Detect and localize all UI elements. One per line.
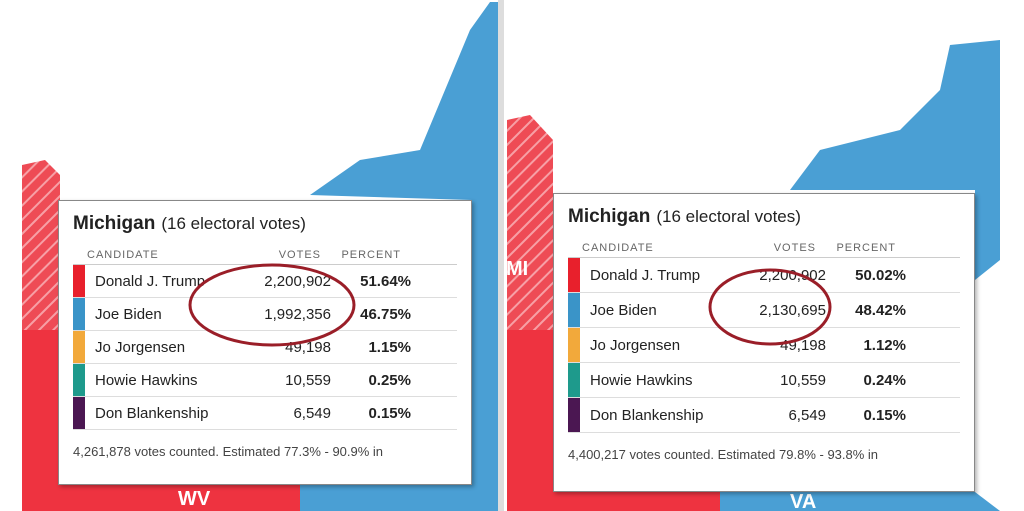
candidate-name: Howie Hawkins bbox=[590, 371, 693, 389]
votes-counted: 4,261,878 votes counted. Estimated 77.3%… bbox=[73, 444, 384, 459]
party-swatch bbox=[568, 328, 580, 362]
vote-count: 2,200,902 bbox=[264, 272, 331, 290]
state-title: Michigan bbox=[73, 213, 156, 234]
map-label: VA bbox=[790, 491, 816, 511]
candidate-row: Joe Biden 2,130,695 48.42% bbox=[568, 293, 960, 328]
candidate-row: Jo Jorgensen 49,198 1.12% bbox=[568, 328, 960, 363]
party-swatch bbox=[73, 397, 85, 429]
column-header: VOTES bbox=[278, 249, 321, 261]
party-swatch bbox=[568, 293, 580, 327]
candidate-row: Don Blankenship 6,549 0.15% bbox=[73, 397, 457, 430]
map-label: MI bbox=[506, 258, 528, 280]
candidate-name: Jo Jorgensen bbox=[590, 336, 681, 354]
column-header: PERCENT bbox=[341, 249, 401, 261]
party-swatch bbox=[73, 298, 85, 330]
candidate-name: Howie Hawkins bbox=[95, 371, 198, 389]
vote-percent: 0.24% bbox=[863, 371, 906, 389]
party-swatch bbox=[73, 364, 85, 396]
vote-count: 2,200,902 bbox=[759, 266, 826, 284]
vote-count: 49,198 bbox=[285, 338, 331, 356]
party-swatch bbox=[73, 331, 85, 363]
candidate-name: Don Blankenship bbox=[590, 406, 704, 424]
vote-count: 6,549 bbox=[788, 406, 826, 424]
results-box: Michigan (16 electoral votes) CANDIDATE VOT… bbox=[58, 200, 472, 485]
panel-header: Michigan (16 electoral votes) bbox=[568, 206, 960, 228]
vote-percent: 51.64% bbox=[360, 272, 411, 290]
candidate-row: Donald J. Trump 2,200,902 51.64% bbox=[73, 265, 457, 298]
candidate-name: Joe Biden bbox=[590, 301, 657, 319]
column-header: CANDIDATE bbox=[582, 242, 654, 254]
candidate-row: Donald J. Trump 2,200,902 50.02% bbox=[568, 258, 960, 293]
vote-count: 1,992,356 bbox=[264, 305, 331, 323]
column-header: CANDIDATE bbox=[87, 249, 159, 261]
party-swatch bbox=[73, 265, 85, 297]
candidate-row: Don Blankenship 6,549 0.15% bbox=[568, 398, 960, 433]
candidate-name: Donald J. Trump bbox=[95, 272, 206, 290]
panel-header: Michigan (16 electoral votes) bbox=[73, 213, 457, 235]
vote-percent: 0.15% bbox=[368, 404, 411, 422]
vote-percent: 1.15% bbox=[368, 338, 411, 356]
results-box: Michigan (16 electoral votes) CANDIDATE VOT… bbox=[553, 193, 975, 492]
divider bbox=[498, 0, 504, 511]
candidate-name: Jo Jorgensen bbox=[95, 338, 186, 356]
vote-percent: 0.25% bbox=[368, 371, 411, 389]
candidate-name: Donald J. Trump bbox=[590, 266, 701, 284]
vote-count: 10,559 bbox=[780, 371, 826, 389]
column-headers: CANDIDATE VOTES PERCENT bbox=[568, 242, 960, 258]
vote-percent: 46.75% bbox=[360, 305, 411, 323]
state-title: Michigan bbox=[568, 206, 651, 227]
vote-percent: 48.42% bbox=[855, 301, 906, 319]
state-red bbox=[553, 490, 720, 511]
state-blue bbox=[300, 2, 500, 511]
vote-count: 2,130,695 bbox=[759, 301, 826, 319]
state-red bbox=[22, 330, 60, 511]
vote-percent: 1.12% bbox=[863, 336, 906, 354]
state-blue bbox=[790, 40, 1000, 280]
candidate-row: Joe Biden 1,992,356 46.75% bbox=[73, 298, 457, 331]
candidate-name: Joe Biden bbox=[95, 305, 162, 323]
party-swatch bbox=[568, 258, 580, 292]
vote-count: 49,198 bbox=[780, 336, 826, 354]
electoral-votes: (16 electoral votes) bbox=[656, 207, 801, 226]
state-blue bbox=[720, 492, 1000, 511]
column-header: VOTES bbox=[773, 242, 816, 254]
candidate-row: Howie Hawkins 10,559 0.25% bbox=[73, 364, 457, 397]
candidate-row: Howie Hawkins 10,559 0.24% bbox=[568, 363, 960, 398]
party-swatch bbox=[568, 398, 580, 432]
votes-counted: 4,400,217 votes counted. Estimated 79.8%… bbox=[568, 447, 879, 462]
column-header: PERCENT bbox=[836, 242, 896, 254]
vote-percent: 0.15% bbox=[863, 406, 906, 424]
party-swatch bbox=[568, 363, 580, 397]
candidate-row: Jo Jorgensen 49,198 1.15% bbox=[73, 331, 457, 364]
state-red bbox=[507, 330, 553, 511]
vote-count: 10,559 bbox=[285, 371, 331, 389]
map-label: WV bbox=[178, 488, 211, 510]
vote-percent: 50.02% bbox=[855, 266, 906, 284]
vote-count: 6,549 bbox=[293, 404, 331, 422]
column-headers: CANDIDATE VOTES PERCENT bbox=[73, 249, 457, 265]
electoral-votes: (16 electoral votes) bbox=[161, 214, 306, 233]
candidate-name: Don Blankenship bbox=[95, 404, 209, 422]
